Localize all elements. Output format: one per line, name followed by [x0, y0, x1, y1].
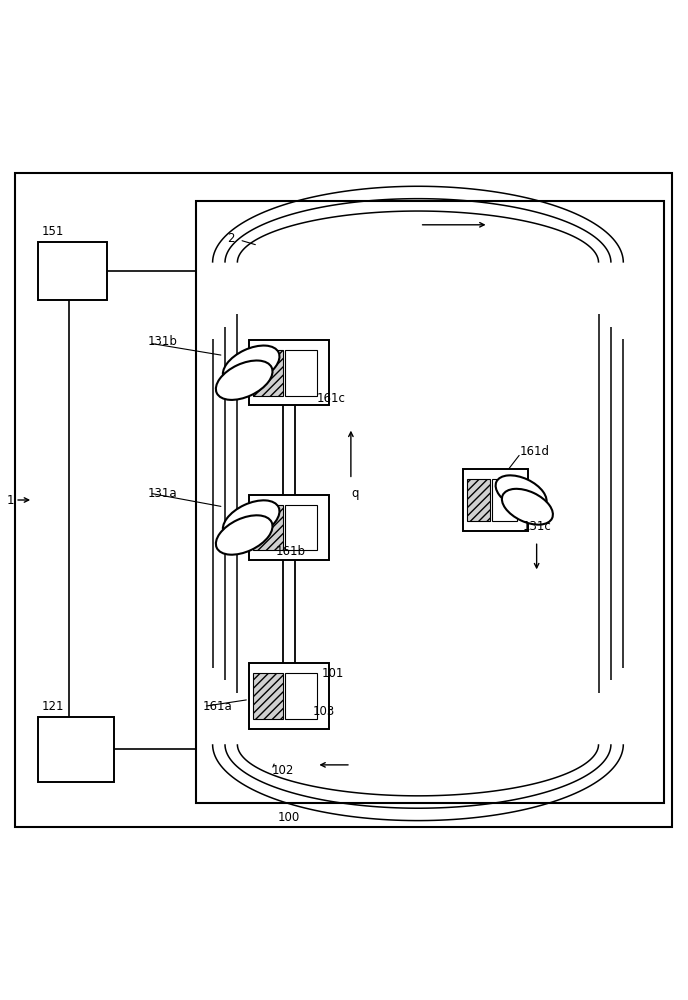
Text: 131b: 131b	[148, 335, 178, 348]
Ellipse shape	[508, 485, 534, 502]
Ellipse shape	[230, 371, 258, 389]
Text: 102: 102	[272, 764, 294, 777]
Bar	[196, 201, 664, 803]
Text: 161a: 161a	[203, 700, 233, 713]
Ellipse shape	[502, 489, 553, 525]
Bar	[286, 350, 317, 396]
Ellipse shape	[223, 346, 279, 385]
Bar	[38, 242, 107, 300]
Text: 131c: 131c	[523, 520, 552, 533]
Text: 121: 121	[41, 700, 64, 713]
Text: 161c: 161c	[316, 392, 345, 405]
Bar	[253, 505, 283, 550]
Bar	[491, 479, 517, 521]
Bar	[286, 505, 317, 550]
Text: 161d: 161d	[519, 445, 550, 458]
Text: 131a: 131a	[148, 487, 178, 500]
Text: 161b: 161b	[275, 545, 305, 558]
Text: 103: 103	[313, 705, 335, 718]
Ellipse shape	[237, 511, 266, 529]
Bar	[253, 673, 283, 719]
Ellipse shape	[495, 475, 547, 511]
Bar	[38, 717, 114, 782]
Bar	[249, 663, 329, 729]
Text: 1: 1	[7, 493, 14, 506]
Text: 101: 101	[322, 667, 345, 680]
Text: 151: 151	[41, 225, 64, 238]
Text: 2: 2	[227, 232, 235, 245]
Bar	[286, 673, 317, 719]
Text: 100: 100	[278, 811, 300, 824]
Text: q: q	[351, 487, 358, 500]
Bar	[466, 479, 490, 521]
Bar	[249, 495, 329, 560]
Ellipse shape	[237, 356, 266, 375]
Ellipse shape	[230, 526, 258, 544]
Bar	[253, 350, 283, 396]
Bar	[462, 469, 528, 531]
Ellipse shape	[216, 361, 272, 400]
Bar	[249, 340, 329, 405]
Ellipse shape	[223, 500, 279, 540]
Ellipse shape	[216, 515, 272, 555]
Ellipse shape	[515, 498, 540, 515]
